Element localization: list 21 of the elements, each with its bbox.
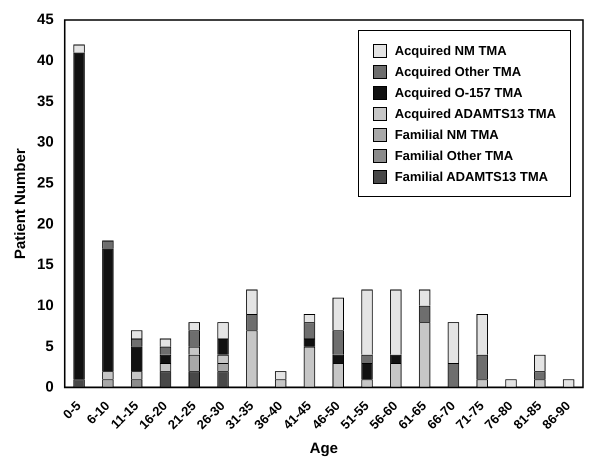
y-tick-label: 10 (36, 296, 54, 314)
legend-label: Acquired Other TMA (394, 64, 522, 79)
x-tick-label: 6-10 (84, 398, 113, 428)
y-tick-label: 20 (36, 215, 54, 232)
y-tick-label: 40 (36, 52, 54, 69)
y-axis-title: Patient Number (12, 148, 30, 260)
y-tick-label: 45 (36, 11, 54, 28)
x-tick-label: 0-5 (60, 398, 84, 422)
y-tick-label: 0 (45, 378, 54, 396)
legend-label: Familial Other TMA (394, 148, 514, 163)
y-tick-label: 15 (36, 256, 54, 274)
legend-label: Acquired O-157 TMA (394, 85, 523, 100)
y-tick-label: 30 (36, 134, 54, 151)
legend-label: Acquired ADAMTS13 TMA (394, 106, 556, 121)
x-axis-title: Age (310, 440, 338, 458)
y-tick-label: 25 (36, 174, 54, 192)
y-tick-label: 5 (45, 338, 54, 355)
y-tick-label: 35 (36, 92, 54, 110)
legend-label: Acquired NM TMA (394, 43, 507, 58)
legend-label: Familial ADAMTS13 TMA (394, 169, 548, 184)
legend-label: Familial NM TMA (394, 127, 499, 142)
